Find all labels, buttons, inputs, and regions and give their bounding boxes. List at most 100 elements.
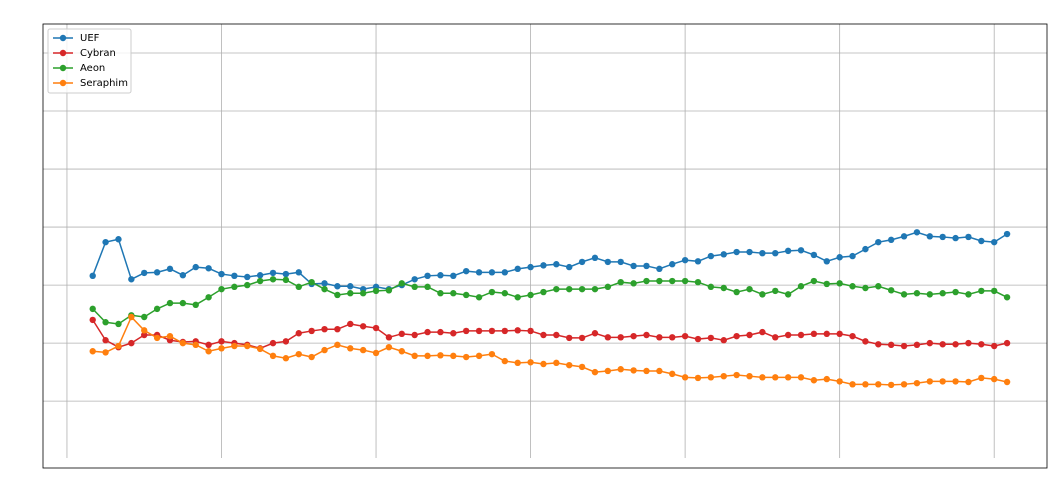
data-point [707,334,715,342]
series-line [92,319,1008,350]
data-point [334,283,341,290]
data-point [128,339,135,347]
data-point [707,283,715,291]
data-point [656,367,663,375]
data-point [321,285,328,293]
data-point [1003,230,1011,238]
data-point [604,258,612,266]
data-point [308,353,315,361]
data-point [450,330,457,337]
data-point [707,374,715,381]
data-point [797,283,805,290]
data-point [875,341,882,348]
data-point [166,299,174,307]
data-point [707,252,715,260]
series-line [92,231,1008,290]
data-point [308,327,315,335]
data-point [656,277,663,285]
data-point [141,313,148,321]
data-point [102,349,109,356]
data-point [540,360,547,368]
data-point [759,291,766,298]
data-point [514,294,521,301]
data-point [887,236,895,244]
data-point [321,346,328,354]
data-point [244,281,251,289]
data-point [179,299,187,307]
data-point [759,374,766,381]
data-point [102,238,109,246]
data-point [128,276,135,283]
data-point [295,283,302,291]
data-point [823,280,830,288]
data-point [810,377,818,384]
data-point [669,277,676,285]
data-point [617,366,624,373]
data-point [836,378,843,385]
legend-label: Seraphim [80,78,128,89]
data-point [192,301,199,309]
data-point [926,378,934,385]
data-point [926,233,934,240]
data-point [990,375,998,383]
data-point [411,276,418,283]
data-point [913,379,921,387]
data-point [566,285,573,293]
data-point [244,273,251,281]
data-point [514,327,521,334]
data-point [849,332,856,340]
data-point [759,249,766,257]
data-point [720,372,727,380]
data-point [694,374,702,382]
data-point [784,331,792,339]
data-point [179,339,187,347]
data-point [849,252,856,260]
data-point [282,355,290,362]
data-point [437,272,444,279]
data-point [669,334,676,341]
data-point [681,332,689,340]
data-point [527,263,534,271]
data-point [269,339,277,347]
legend-label: Aeon [80,63,105,74]
data-point [887,287,895,294]
data-point [424,272,431,280]
data-point [141,331,148,339]
data-point [437,290,444,297]
data-point [823,330,830,338]
plot-frame [42,23,1048,469]
data-point [965,378,972,386]
data-point [913,229,921,236]
data-point [1003,294,1011,301]
data-point [578,363,586,371]
data-point [746,248,753,256]
data-point [89,272,96,280]
data-point [166,265,174,273]
data-point [591,254,599,262]
data-point [553,331,560,339]
data-point [578,334,586,342]
data-point [849,381,856,388]
data-point [153,305,161,313]
data-point [939,233,946,241]
data-point [192,263,199,271]
data-point [965,291,972,298]
data-point [540,288,547,296]
data-point [269,276,277,283]
data-point [952,341,959,348]
legend-marker [59,34,67,42]
data-point [282,270,290,278]
data-point [900,342,908,350]
data-point [900,291,908,298]
data-point [862,381,869,388]
data-point [887,381,895,389]
data-point [784,374,792,381]
data-point [501,269,509,276]
data-point [836,330,843,338]
data-point [359,323,367,330]
data-point [282,338,290,345]
data-point [89,316,96,324]
data-point [424,328,431,336]
data-point [694,278,702,286]
